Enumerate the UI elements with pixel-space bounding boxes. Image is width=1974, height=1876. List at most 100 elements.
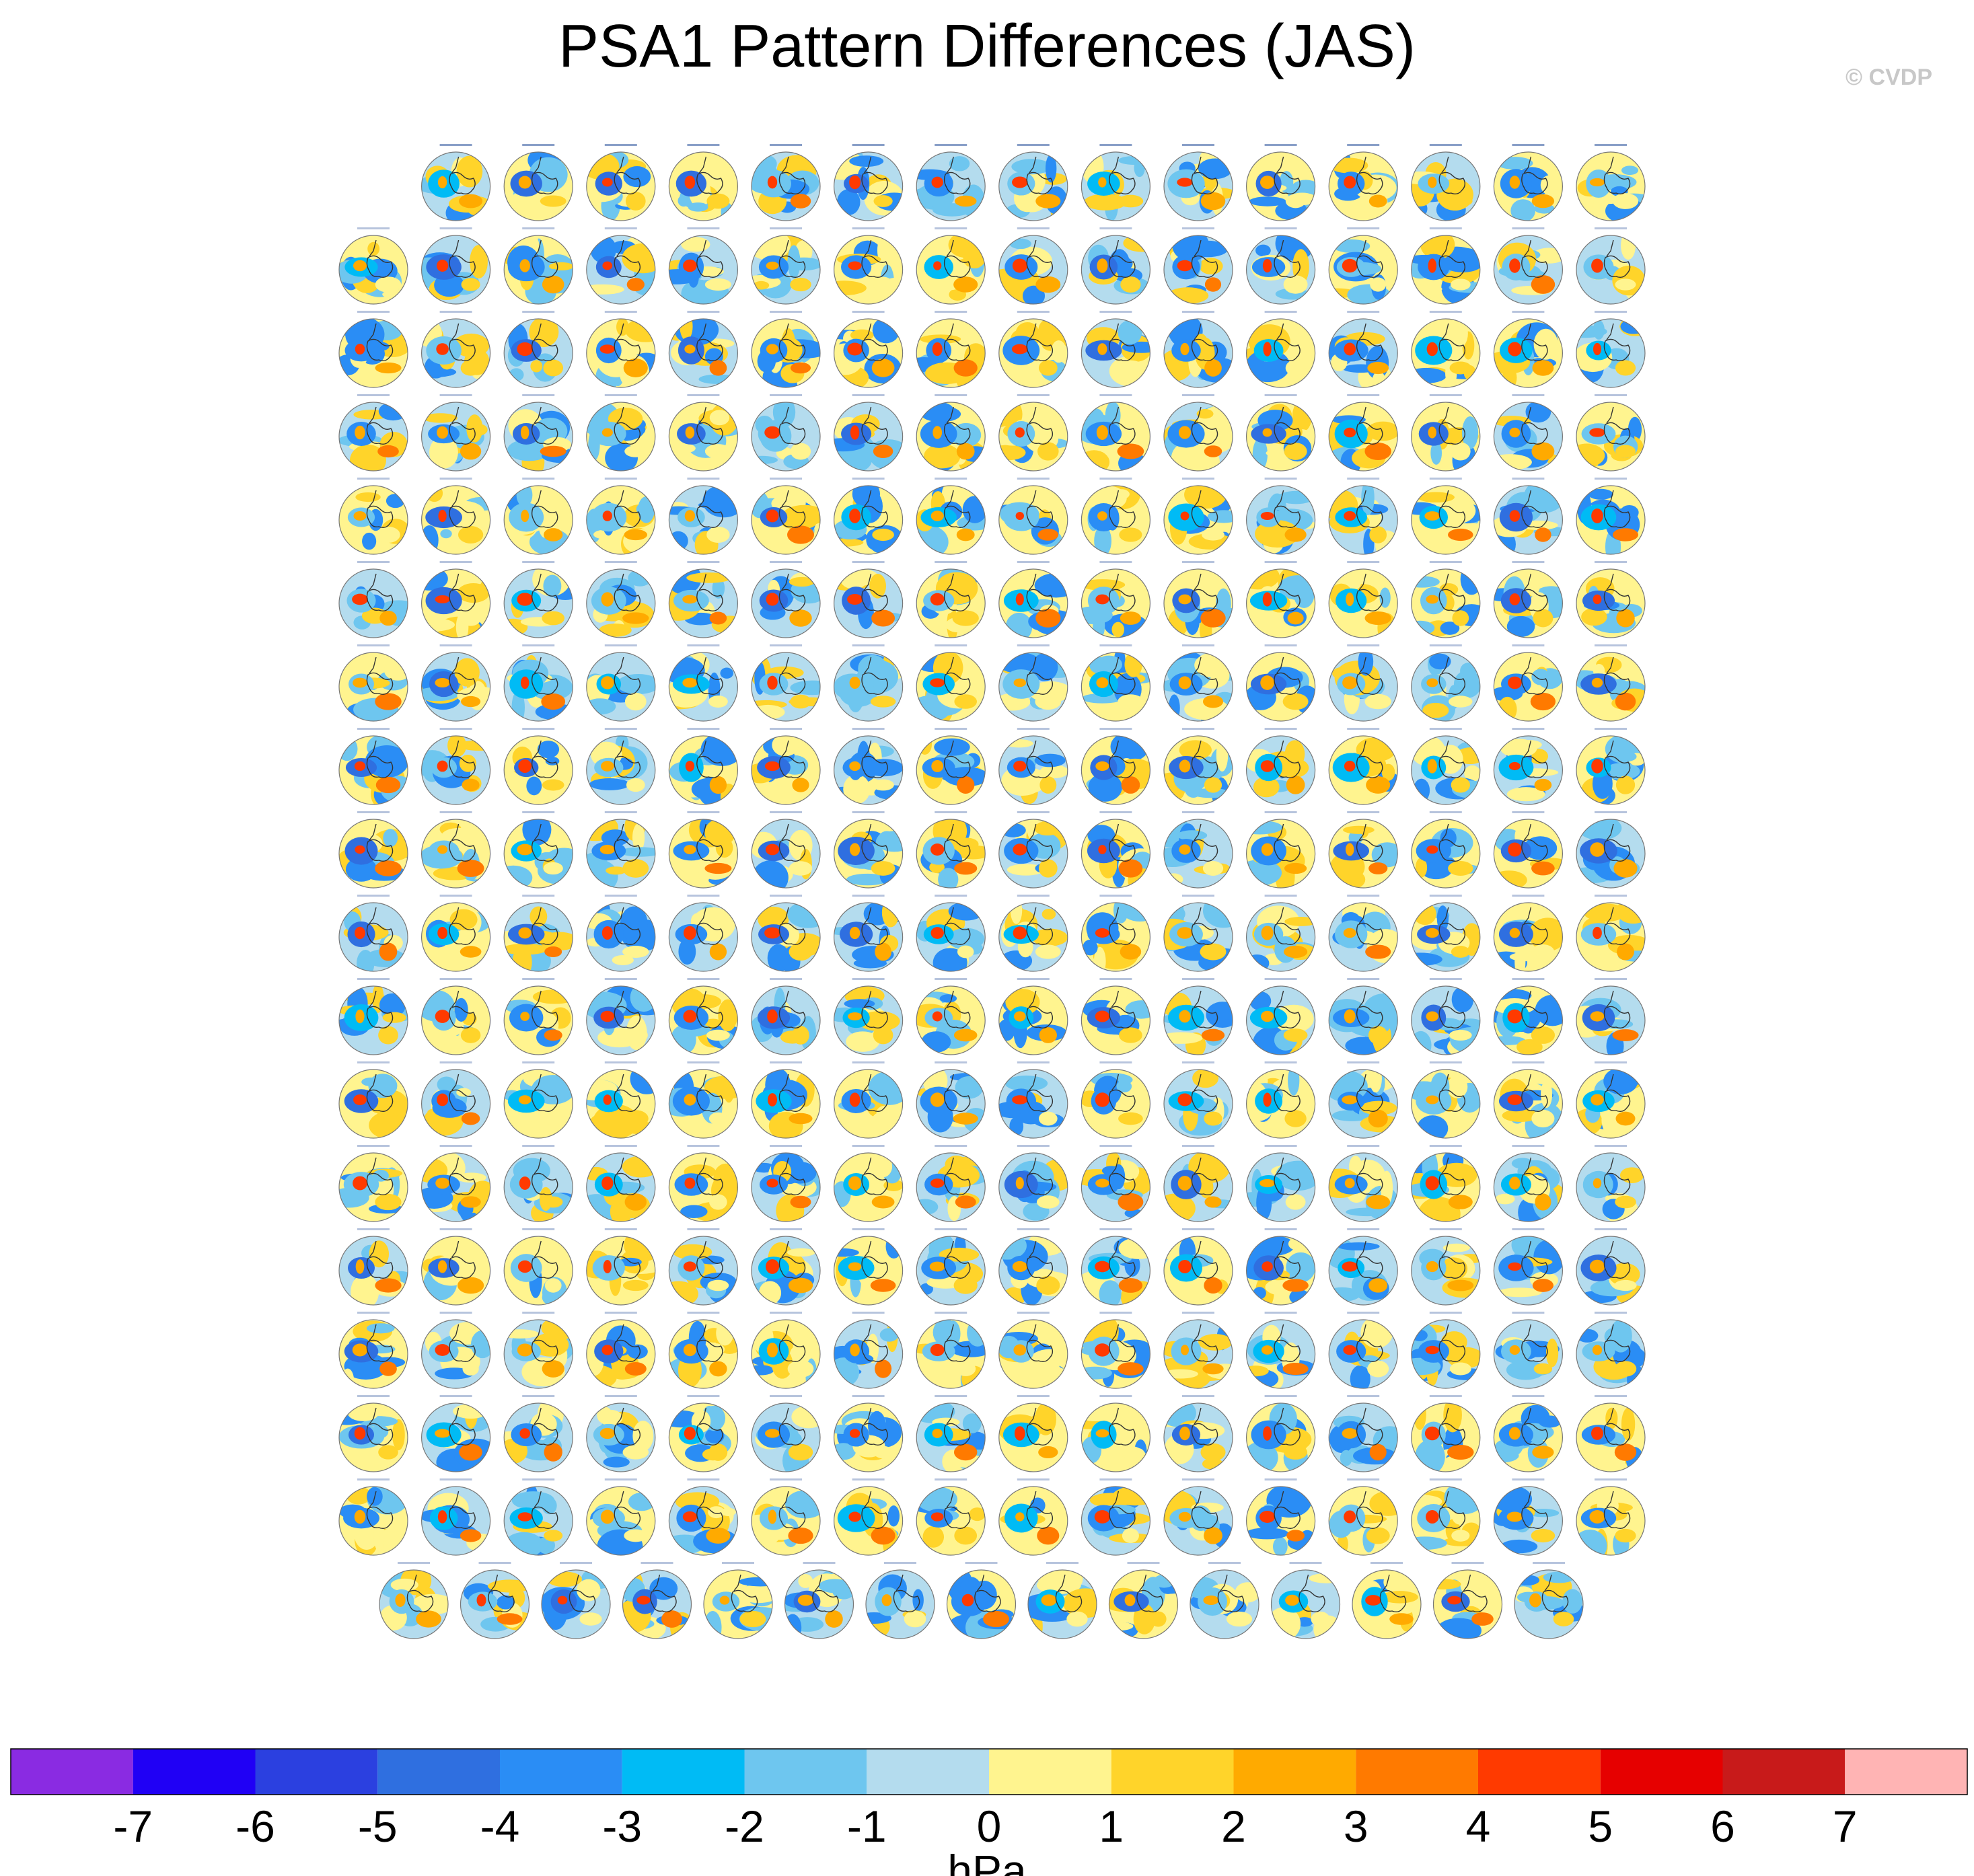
panel-caption bbox=[439, 1145, 472, 1147]
panel-caption bbox=[687, 227, 720, 229]
map-panel bbox=[833, 144, 904, 221]
colorbar-segment bbox=[744, 1749, 867, 1795]
colorbar-tick-label: 7 bbox=[1833, 1801, 1858, 1851]
map-panel bbox=[833, 227, 904, 305]
panel-caption bbox=[1451, 1562, 1484, 1564]
map-panel bbox=[1576, 227, 1646, 305]
map-panel bbox=[833, 394, 904, 472]
panel-caption bbox=[1099, 1228, 1132, 1230]
panel-caption bbox=[770, 1478, 802, 1480]
map-panel bbox=[1493, 978, 1563, 1055]
panel-caption bbox=[522, 1228, 555, 1230]
panel-caption bbox=[1347, 1145, 1380, 1147]
map-panel bbox=[1493, 394, 1563, 472]
panel-caption bbox=[439, 644, 472, 646]
map-panel bbox=[1493, 478, 1563, 555]
map-panel bbox=[833, 811, 904, 889]
panel-caption bbox=[1099, 311, 1132, 313]
map-panel bbox=[668, 311, 739, 388]
panel-caption bbox=[522, 561, 555, 563]
panel-caption bbox=[604, 1312, 637, 1314]
panel-caption bbox=[357, 644, 390, 646]
map-panel bbox=[865, 1562, 935, 1639]
panel-caption bbox=[604, 895, 637, 897]
panel-caption bbox=[1512, 1395, 1545, 1397]
panel-caption bbox=[1182, 394, 1214, 396]
panel-caption bbox=[522, 728, 555, 730]
panel-caption bbox=[770, 1228, 802, 1230]
map-panel bbox=[421, 1145, 491, 1222]
panel-caption bbox=[1264, 978, 1297, 980]
panel-caption bbox=[357, 1312, 390, 1314]
map-panel bbox=[1328, 728, 1398, 805]
panel-caption bbox=[722, 1562, 754, 1564]
map-panel bbox=[338, 728, 408, 805]
panel-caption bbox=[522, 1395, 555, 1397]
panel-caption bbox=[1595, 144, 1627, 146]
map-panel bbox=[1163, 644, 1233, 722]
panel-caption bbox=[1099, 478, 1132, 480]
panel-caption bbox=[1512, 1312, 1545, 1314]
panel-caption bbox=[1595, 1395, 1627, 1397]
panel-caption bbox=[1595, 728, 1627, 730]
colorbar-segment bbox=[1600, 1749, 1723, 1795]
map-panel bbox=[1163, 1228, 1233, 1306]
panel-caption bbox=[935, 728, 967, 730]
map-panel bbox=[1081, 1145, 1151, 1222]
panel-caption bbox=[641, 1562, 673, 1564]
panel-caption bbox=[1512, 561, 1545, 563]
panel-caption bbox=[935, 561, 967, 563]
map-panel bbox=[503, 728, 573, 805]
map-panel bbox=[338, 1145, 408, 1222]
panel-caption bbox=[1289, 1562, 1322, 1564]
panel-caption bbox=[1099, 144, 1132, 146]
map-panel bbox=[421, 144, 491, 221]
map-panel bbox=[1411, 1478, 1481, 1556]
map-panel bbox=[1081, 227, 1151, 305]
panel-caption bbox=[522, 1312, 555, 1314]
map-panel bbox=[1411, 227, 1481, 305]
map-panel bbox=[421, 394, 491, 472]
panel-caption bbox=[852, 311, 885, 313]
map-panel bbox=[833, 1061, 904, 1139]
map-panel bbox=[1493, 895, 1563, 972]
panel-caption bbox=[687, 1312, 720, 1314]
panel-caption bbox=[357, 895, 390, 897]
map-panel bbox=[1576, 811, 1646, 889]
panel-caption bbox=[357, 978, 390, 980]
panel-caption bbox=[687, 644, 720, 646]
panel-caption bbox=[522, 1478, 555, 1480]
panel-caption bbox=[357, 1395, 390, 1397]
map-panel bbox=[1163, 144, 1233, 221]
map-panel bbox=[586, 561, 656, 638]
panel-caption bbox=[687, 1395, 720, 1397]
map-panel bbox=[586, 1478, 656, 1556]
map-panel bbox=[586, 978, 656, 1055]
colorbar-tick-label: 2 bbox=[1221, 1801, 1246, 1851]
map-panel bbox=[998, 561, 1068, 638]
panel-caption bbox=[687, 144, 720, 146]
panel-caption bbox=[439, 561, 472, 563]
panel-caption bbox=[935, 1145, 967, 1147]
map-panel bbox=[1576, 1145, 1646, 1222]
map-panel bbox=[1081, 811, 1151, 889]
panel-caption bbox=[439, 1228, 472, 1230]
map-panel bbox=[668, 1478, 739, 1556]
panel-caption bbox=[852, 811, 885, 813]
panel-caption bbox=[1595, 227, 1627, 229]
map-panel bbox=[668, 1061, 739, 1139]
panel-caption bbox=[1370, 1562, 1403, 1564]
map-panel bbox=[1328, 394, 1398, 472]
panel-caption bbox=[852, 1145, 885, 1147]
map-panel bbox=[1576, 895, 1646, 972]
map-panel bbox=[751, 478, 821, 555]
colorbar-segment bbox=[1111, 1749, 1234, 1795]
map-panel bbox=[1576, 394, 1646, 472]
map-panel bbox=[1411, 311, 1481, 388]
panel-caption bbox=[604, 811, 637, 813]
map-panel bbox=[1245, 728, 1316, 805]
panel-caption bbox=[1595, 311, 1627, 313]
map-panel bbox=[833, 1228, 904, 1306]
map-panel bbox=[460, 1562, 530, 1639]
map-panel bbox=[751, 1061, 821, 1139]
